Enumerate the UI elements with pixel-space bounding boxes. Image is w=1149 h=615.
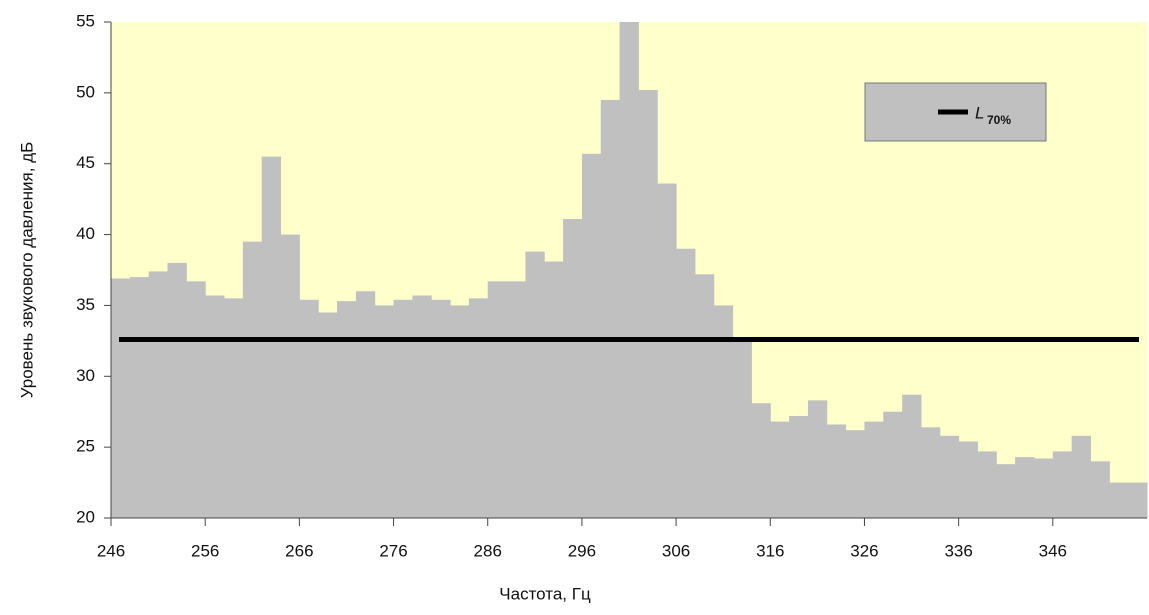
x-tick-label: 286 (474, 541, 502, 560)
bar (111, 278, 131, 518)
bar (355, 291, 376, 518)
x-tick-label: 326 (850, 541, 878, 560)
bar (864, 421, 884, 518)
bar (1071, 435, 1091, 518)
y-tick-label: 30 (76, 366, 95, 385)
y-axis-label: Уровень звукового давления, дБ (17, 142, 36, 399)
bar (242, 241, 263, 518)
bar (393, 299, 413, 518)
bar (224, 298, 244, 518)
x-tick-label: 336 (944, 541, 972, 560)
bar (318, 312, 338, 518)
bar (676, 248, 696, 518)
x-tick-label: 246 (97, 541, 125, 560)
bar (732, 339, 752, 518)
bar (129, 277, 150, 518)
bar (525, 251, 545, 518)
bar (657, 183, 677, 518)
bar (506, 281, 526, 518)
x-tick-label: 256 (191, 541, 219, 560)
bar (883, 411, 903, 518)
x-axis-label: Частота, Гц (499, 584, 591, 603)
y-tick-label: 20 (76, 507, 95, 526)
bar (845, 430, 865, 518)
y-tick-label: 35 (76, 295, 95, 314)
y-tick-label: 25 (76, 437, 95, 456)
bar (713, 305, 734, 518)
bar (299, 299, 319, 518)
bar (148, 271, 169, 518)
bar (1015, 457, 1035, 518)
bar (600, 99, 621, 518)
bar (1090, 461, 1110, 518)
bar (431, 299, 451, 518)
bar (789, 415, 809, 518)
bar (412, 295, 432, 518)
x-tick-label: 266 (285, 541, 313, 560)
x-tick-label: 306 (662, 541, 690, 560)
bar (807, 400, 828, 518)
y-tick-label: 50 (76, 82, 95, 101)
x-tick-label: 276 (379, 541, 407, 560)
bar (958, 441, 978, 518)
bar (337, 301, 357, 518)
bar (1033, 458, 1054, 518)
bar (167, 262, 187, 518)
bar (996, 464, 1016, 518)
bar (1109, 482, 1129, 518)
bar (1052, 451, 1073, 518)
bar (374, 305, 395, 518)
y-tick-label: 55 (76, 11, 95, 30)
legend-label: L (975, 103, 984, 122)
bar (638, 90, 658, 518)
bar (581, 153, 602, 518)
y-tick-label: 40 (76, 224, 95, 243)
bar (563, 218, 583, 519)
bar (902, 394, 922, 518)
bar (939, 435, 960, 518)
bar (977, 451, 997, 518)
bar (280, 234, 300, 519)
bar (450, 305, 470, 518)
x-tick-label: 346 (1039, 541, 1067, 560)
bar (619, 22, 639, 518)
bar (205, 295, 225, 518)
bar (468, 298, 489, 518)
bar (751, 403, 771, 518)
bar (186, 281, 206, 518)
bar (487, 281, 508, 518)
bar (694, 274, 715, 518)
legend-subscript: 70% (987, 113, 1011, 127)
bar (544, 261, 564, 518)
x-tick-label: 296 (568, 541, 596, 560)
x-tick-label: 316 (756, 541, 784, 560)
bar (920, 427, 941, 518)
bar (1128, 482, 1148, 518)
y-tick-label: 45 (76, 153, 95, 172)
bar (826, 424, 847, 518)
bar (770, 421, 790, 518)
